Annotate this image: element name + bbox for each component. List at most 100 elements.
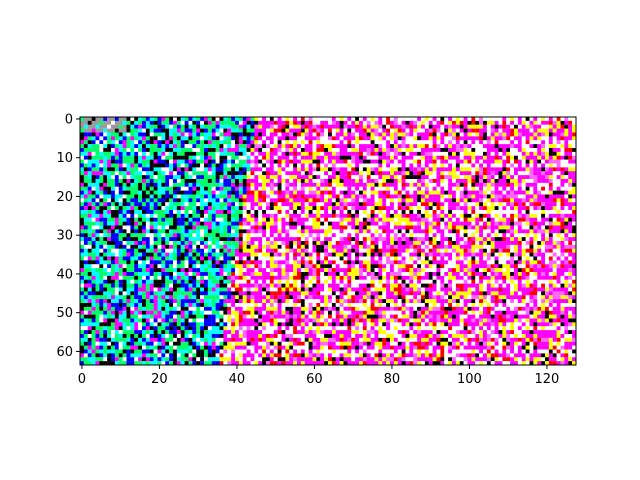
heatmap-cell (242, 202, 247, 207)
heatmap-cell (130, 229, 135, 234)
heatmap-cell (324, 163, 329, 168)
heatmap-cell (242, 233, 247, 238)
heatmap-cell (250, 213, 255, 218)
heatmap-cell (448, 175, 453, 180)
heatmap-cell (335, 144, 340, 149)
heatmap-cell (83, 190, 88, 195)
heatmap-cell (459, 229, 464, 234)
heatmap-cell (444, 182, 449, 187)
heatmap-cell (459, 206, 464, 211)
heatmap-cell (421, 179, 425, 183)
heatmap-cell (568, 202, 573, 207)
heatmap-cell (533, 151, 538, 156)
heatmap-cell (506, 144, 511, 149)
heatmap-cell (204, 260, 208, 265)
heatmap-cell (428, 213, 433, 218)
heatmap-cell (312, 120, 317, 125)
heatmap-cell (486, 221, 491, 226)
heatmap-cell (269, 202, 274, 207)
heatmap-cell (91, 241, 96, 245)
heatmap-cell (215, 194, 220, 199)
heatmap-cell (533, 171, 538, 176)
heatmap-cell (525, 175, 530, 180)
heatmap-cell (463, 206, 468, 211)
heatmap-cell (355, 217, 360, 222)
heatmap-cell (300, 128, 305, 133)
heatmap-cell (246, 264, 251, 269)
heatmap-cell (207, 159, 212, 164)
heatmap-cell (277, 175, 282, 180)
heatmap-cell (320, 221, 325, 226)
heatmap-cell (103, 210, 108, 214)
heatmap-cell (254, 194, 259, 199)
heatmap-cell (494, 151, 499, 156)
heatmap-cell (103, 241, 108, 245)
heatmap-cell (556, 221, 561, 226)
heatmap-cell (312, 237, 317, 242)
heatmap-cell (320, 225, 325, 230)
heatmap-cell (308, 260, 313, 265)
heatmap-cell (552, 237, 557, 242)
heatmap-cell (211, 163, 216, 168)
heatmap-cell (517, 117, 522, 121)
heatmap-cell (483, 175, 487, 180)
heatmap-cell (401, 260, 406, 265)
heatmap-cell (355, 252, 360, 257)
heatmap-cell (475, 264, 480, 269)
heatmap-cell (142, 117, 146, 121)
heatmap-cell (169, 151, 174, 156)
heatmap-cell (134, 117, 139, 121)
heatmap-cell (568, 241, 573, 245)
heatmap-cell (231, 140, 236, 145)
heatmap-cell (506, 256, 511, 261)
heatmap-cell (126, 264, 131, 269)
heatmap-cell (359, 117, 363, 121)
heatmap-cell (424, 190, 429, 195)
heatmap-cell (405, 190, 410, 195)
heatmap-cell (250, 244, 255, 249)
heatmap-cell (397, 120, 402, 125)
heatmap-cell (122, 190, 127, 195)
heatmap-cell (397, 159, 402, 164)
heatmap-cell (467, 117, 472, 121)
heatmap-cell (339, 132, 344, 137)
heatmap-cell (269, 252, 274, 257)
heatmap-cell (285, 140, 290, 145)
heatmap-cell (529, 120, 534, 125)
heatmap-cell (331, 182, 336, 187)
heatmap-cell (444, 233, 449, 238)
heatmap-cell (545, 241, 549, 245)
heatmap-cell (390, 248, 394, 253)
heatmap-cell (382, 182, 387, 187)
heatmap-cell (541, 179, 546, 183)
heatmap-cell (289, 140, 294, 145)
heatmap-cell (176, 198, 181, 203)
heatmap-cell (541, 190, 546, 195)
heatmap-cell (440, 252, 445, 257)
heatmap-cell (506, 244, 511, 249)
heatmap-cell (289, 159, 294, 164)
heatmap-cell (235, 202, 239, 207)
heatmap-cell (436, 140, 441, 145)
heatmap-cell (448, 186, 453, 191)
heatmap-cell (448, 159, 453, 164)
heatmap-cell (316, 213, 321, 218)
heatmap-cell (149, 194, 154, 199)
heatmap-cell (537, 167, 542, 172)
heatmap-cell (320, 124, 325, 129)
heatmap-cell (238, 217, 243, 222)
heatmap-cell (169, 159, 174, 164)
heatmap-cell (409, 171, 414, 176)
heatmap-cell (347, 175, 352, 180)
heatmap-cell (149, 210, 154, 214)
heatmap-cell (498, 229, 503, 234)
heatmap-cell (269, 198, 274, 203)
heatmap-cell (304, 117, 309, 121)
heatmap-cell (552, 213, 557, 218)
heatmap-cell (502, 155, 507, 160)
heatmap-cell (107, 144, 112, 149)
heatmap-cell (111, 186, 115, 191)
heatmap-cell (227, 148, 232, 152)
heatmap-cell (188, 128, 193, 133)
heatmap-cell (246, 241, 251, 245)
